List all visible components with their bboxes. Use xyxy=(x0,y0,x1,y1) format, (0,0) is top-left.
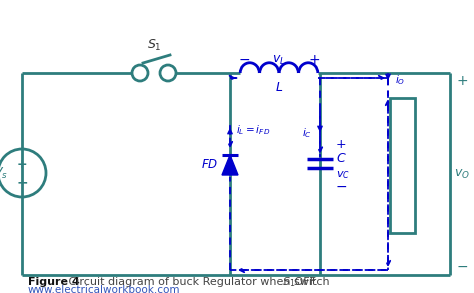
Text: $i_L = i_{FD}$: $i_L = i_{FD}$ xyxy=(236,123,270,137)
Text: $L$: $L$ xyxy=(275,81,283,94)
Text: −: − xyxy=(456,260,468,274)
Text: +: + xyxy=(456,74,468,88)
Text: Figure 4: Figure 4 xyxy=(28,277,80,287)
Text: www.electricalworkbook.com: www.electricalworkbook.com xyxy=(28,285,181,293)
Text: +: + xyxy=(17,158,27,171)
Text: −: − xyxy=(238,53,250,67)
Text: Load: Load xyxy=(398,152,408,179)
Polygon shape xyxy=(222,155,238,175)
Text: Circuit diagram of buck Regulator when switch: Circuit diagram of buck Regulator when s… xyxy=(65,277,333,287)
Text: OFF.: OFF. xyxy=(291,277,318,287)
Text: $V_s$: $V_s$ xyxy=(0,166,8,180)
Text: −: − xyxy=(16,175,28,189)
Text: $v_O$: $v_O$ xyxy=(454,168,470,180)
Text: $S_1$: $S_1$ xyxy=(282,275,295,289)
Text: $v_L$: $v_L$ xyxy=(272,53,286,67)
Text: $S_1$: $S_1$ xyxy=(146,38,161,53)
Text: $v_C$: $v_C$ xyxy=(336,169,350,181)
Text: $C$: $C$ xyxy=(336,152,346,166)
Text: $i_C$: $i_C$ xyxy=(302,126,312,140)
Text: +: + xyxy=(336,139,346,151)
Bar xyxy=(390,98,415,233)
Text: −: − xyxy=(336,180,347,194)
Text: +: + xyxy=(308,53,320,67)
Text: $i_O$: $i_O$ xyxy=(395,73,405,87)
Text: $FD$: $FD$ xyxy=(201,159,218,171)
